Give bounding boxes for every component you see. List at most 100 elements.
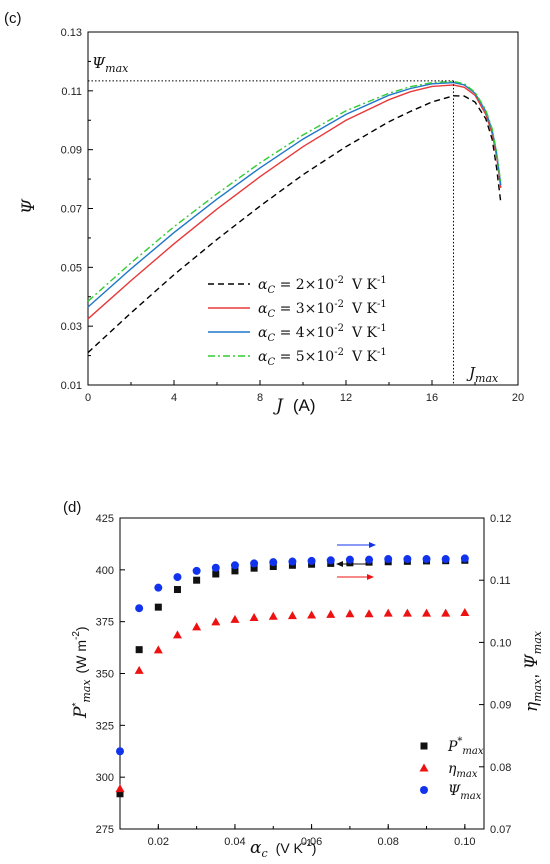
legend-label: αC = 4×10-2 V K-1: [258, 323, 387, 344]
legend-symbol: η: [448, 761, 457, 777]
x-tick-label: 0.02: [148, 836, 169, 848]
data-point-triangle: [134, 665, 144, 674]
legend-label: αC = 5×10-2 V K-1: [258, 347, 387, 368]
left-y-tick-label: 325: [96, 720, 114, 732]
y-tick-label: 0.01: [61, 380, 82, 392]
legend-symbol-sub: max: [456, 769, 477, 780]
series-line: [87, 81, 502, 308]
panel-c-ticks: 0 4 8 12 16 20 0.01 0.03 0.05 0.07 0.09 0.11 0.13: [61, 27, 525, 404]
y-tick-label: 0.07: [61, 204, 82, 216]
right-y-tick-label: 0.10: [490, 637, 511, 649]
data-point-square: [269, 563, 277, 571]
panel-c-legend: αC = 2×10-2 V K-1αC = 3×10-2 V K-1αC = 4×1…: [208, 275, 387, 368]
eta-right-arrow-head: [367, 574, 374, 580]
panel-c-y-axis-label: Ψ: [19, 198, 39, 214]
x-tick-label: 0.10: [454, 836, 475, 848]
data-point-circle: [269, 558, 278, 567]
data-point-square: [231, 567, 239, 575]
data-point-circle: [384, 555, 393, 564]
data-point-triangle: [364, 609, 374, 618]
legend-symbol-sub: max: [462, 746, 483, 757]
data-point-square: [250, 564, 258, 572]
legend-symbol-sup: *: [457, 736, 462, 747]
legend-value: = 2×10: [275, 277, 334, 293]
legend-symbol: α: [258, 301, 268, 317]
data-point-triangle: [230, 614, 240, 623]
data-point-circle: [230, 561, 239, 570]
legend-label: Ψmax: [448, 783, 482, 802]
panel-d-ticks: 0.02 0.04 0.06 0.08 0.10 275 300 325 350 375 400 42…: [96, 513, 512, 848]
data-point-triangle: [441, 608, 451, 617]
legend-unit-exponent: -1: [377, 323, 387, 334]
left-y-tick-label: 425: [96, 513, 114, 525]
data-point-circle: [135, 604, 144, 613]
data-point-triangle: [268, 611, 278, 620]
left-y-tick-label: 300: [96, 772, 114, 784]
data-point-triangle: [345, 609, 355, 618]
y-tick-label: 0.03: [61, 321, 82, 333]
legend-symbol-sub: C: [267, 309, 275, 320]
x-tick-label: 0.04: [224, 836, 245, 848]
data-point-circle: [345, 555, 354, 564]
right-y-tick-label: 0.11: [490, 575, 511, 587]
data-point-triangle: [422, 608, 432, 617]
panel-d-axis-arrows: [336, 542, 376, 580]
y-tick-label: 0.09: [61, 145, 82, 157]
legend-label: ηmax: [448, 761, 478, 780]
left-y-tick-label: 400: [96, 565, 114, 577]
legend-unit: V K: [351, 301, 378, 317]
data-point-square: [193, 576, 201, 584]
data-point-circle: [116, 747, 124, 756]
panel-c-series-lines: [87, 80, 502, 354]
data-point-triangle: [307, 610, 317, 619]
legend-unit: V K: [351, 277, 378, 293]
series-line: [87, 84, 502, 320]
legend-symbol-sub: C: [267, 285, 275, 296]
data-point-circle: [326, 556, 335, 565]
data-point-circle: [422, 555, 431, 564]
panel-d-label: (d): [63, 499, 81, 516]
panel-d-x-axis-label: αc (V K-1): [250, 838, 316, 860]
panel-c-line-chart: (c) 0 4 8 12 16 20 0.01 0.03 0.05 0.07 0.09 0.11 0.1…: [4, 10, 524, 416]
panel-c-x-axis-label: J (A): [273, 396, 316, 416]
legend-exponent: -2: [334, 347, 344, 358]
legend-value: = 5×10: [275, 349, 334, 365]
right-y-tick-label: 0.09: [490, 700, 511, 712]
legend-symbol: P: [447, 739, 458, 755]
legend-exponent: -2: [334, 323, 344, 334]
legend-symbol-sub: C: [267, 357, 275, 368]
data-point-triangle: [287, 611, 297, 620]
data-point-square: [173, 586, 181, 594]
left-y-tick-label: 350: [96, 669, 114, 681]
psi-right-arrow-head: [369, 542, 376, 548]
data-point-square: [135, 646, 143, 654]
series-line: [87, 95, 502, 354]
right-y-tick-label: 0.08: [490, 762, 511, 774]
legend-label: P*max: [447, 736, 484, 757]
legend-unit-exponent: -1: [377, 299, 387, 310]
data-point-triangle: [153, 645, 163, 654]
data-point-circle: [307, 556, 316, 565]
data-point-square: [154, 603, 162, 611]
legend-marker: [419, 763, 429, 772]
panel-d-scatter-chart: (d) 0.02 0.04 0.06 0.08 0.10 275 300 325 350 375 4…: [63, 499, 544, 860]
data-point-circle: [173, 573, 182, 582]
panel-d-data-points: [115, 554, 470, 798]
data-point-square: [116, 790, 124, 798]
data-point-triangle: [172, 630, 182, 639]
panel-c-annotations: Ψmax Jmax: [88, 54, 499, 385]
legend-exponent: -2: [334, 299, 344, 310]
legend-unit: V K: [351, 349, 378, 365]
legend-symbol-sub: max: [460, 791, 481, 802]
psi-max-label: Ψmax: [92, 54, 129, 75]
x-tick-label: 0.06: [301, 836, 322, 848]
y-tick-label: 0.11: [61, 86, 82, 98]
legend-symbol: α: [258, 325, 268, 341]
legend-symbol-sub: C: [267, 333, 275, 344]
panel-d-left-y-axis-label: P*max(W m-2): [71, 626, 93, 719]
right-y-tick-label: 0.07: [490, 824, 511, 836]
legend-symbol: α: [258, 277, 268, 293]
